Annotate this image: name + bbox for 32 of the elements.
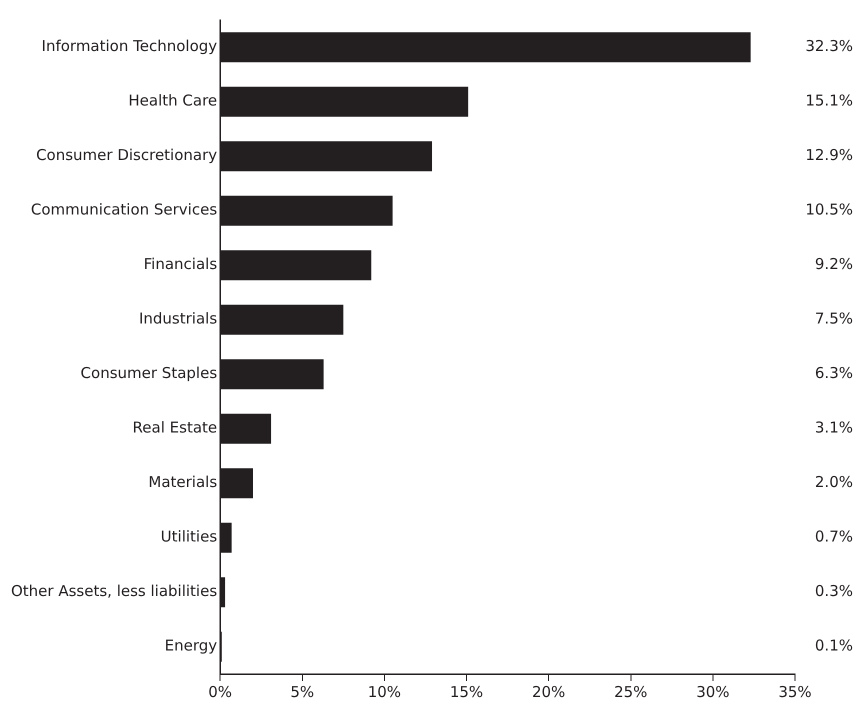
y-tick-label: Real Estate: [132, 418, 218, 437]
data-label: 10.5%: [805, 200, 853, 219]
y-tick-label: Financials: [144, 255, 218, 274]
y-tick-label: Materials: [148, 473, 218, 492]
data-label: 0.3%: [814, 582, 853, 600]
y-tick-label: Consumer Staples: [80, 364, 218, 382]
y-tick-label: Utilities: [160, 528, 218, 546]
data-label: 15.1%: [805, 92, 853, 110]
y-tick-label: Other Assets, less liabilities: [10, 582, 218, 600]
y-tick-label: Information Technology: [42, 37, 218, 56]
data-label: 7.5%: [814, 310, 853, 328]
data-label: 32.3%: [805, 37, 853, 56]
x-tick-label: 25%: [614, 682, 648, 701]
x-tick-label: 20%: [532, 682, 566, 701]
y-tick-label: Industrials: [138, 310, 218, 328]
data-label: 0.7%: [814, 528, 853, 546]
x-tick-label: 15%: [450, 682, 484, 701]
y-tick-label: Energy: [164, 636, 218, 655]
x-tick-label: 10%: [368, 682, 402, 701]
y-tick-label: Consumer Discretionary: [36, 146, 218, 164]
data-label: 3.1%: [814, 418, 853, 437]
data-label: 0.1%: [814, 636, 853, 655]
data-label: 9.2%: [814, 255, 853, 274]
x-tick-label: 30%: [696, 682, 730, 701]
x-tick-label: 0%: [208, 682, 232, 701]
data-label: 6.3%: [814, 364, 853, 382]
data-label: 2.0%: [814, 473, 853, 492]
y-tick-label: Health Care: [128, 92, 218, 110]
x-tick-label: 5%: [290, 682, 314, 701]
y-tick-label: Communication Services: [30, 200, 218, 219]
x-tick-label: 35%: [778, 682, 812, 701]
data-label: 12.9%: [805, 146, 853, 164]
